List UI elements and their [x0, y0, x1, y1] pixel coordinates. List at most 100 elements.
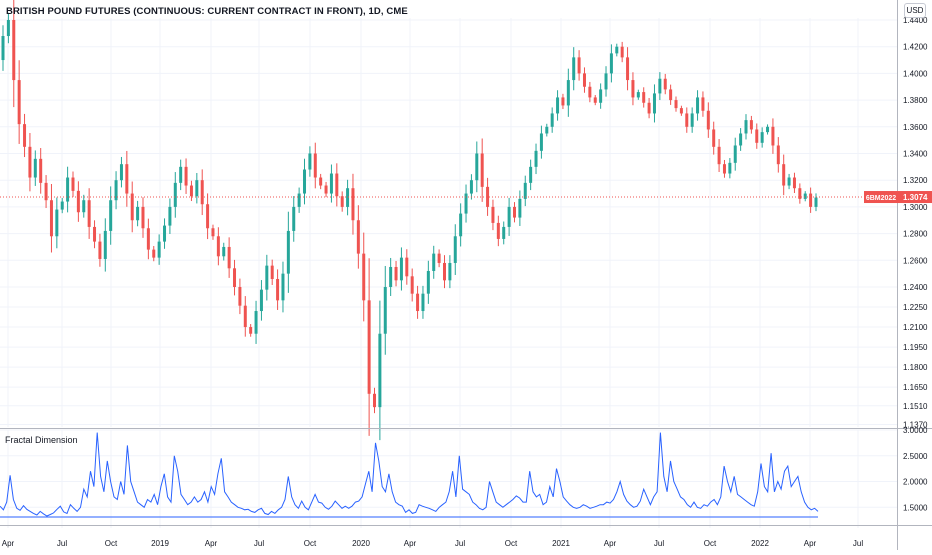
- candle: [76, 181, 80, 222]
- candle-body: [518, 198, 522, 218]
- candle-body: [432, 253, 436, 271]
- candle-body: [448, 262, 452, 281]
- price-tick-label: 1.3200: [903, 176, 928, 185]
- candle-body: [534, 150, 538, 167]
- time-tick-label: Oct: [105, 539, 118, 548]
- candle-body: [512, 206, 516, 218]
- candle: [114, 171, 118, 210]
- candle: [534, 143, 538, 175]
- candle-body: [216, 236, 220, 257]
- candle: [690, 107, 694, 133]
- candle: [647, 97, 651, 119]
- candle-body: [39, 158, 43, 183]
- candle: [286, 211, 290, 293]
- price-tick-label: 1.2400: [903, 283, 928, 292]
- currency-button[interactable]: USD: [904, 3, 926, 18]
- candle: [437, 249, 441, 268]
- candle: [512, 202, 516, 223]
- candle-body: [351, 188, 355, 221]
- candle-body: [308, 153, 312, 170]
- price-axis[interactable]: 1.4400 1.4200 1.4000 1.3800 1.3600 1.3400 1.32…: [903, 16, 928, 430]
- candle-body: [103, 230, 107, 259]
- candle: [448, 255, 452, 289]
- candle: [561, 93, 565, 110]
- candle-body: [652, 93, 656, 114]
- candle-body: [249, 327, 253, 334]
- candle: [324, 181, 328, 198]
- candle: [238, 278, 242, 315]
- candle-body: [760, 132, 764, 143]
- candle: [200, 169, 204, 216]
- candle-body: [442, 262, 446, 281]
- candle: [216, 227, 220, 266]
- candle: [599, 83, 603, 109]
- indicator-axis[interactable]: 3.0000 2.5000 2.0000 1.5000: [903, 426, 928, 512]
- candle: [109, 186, 113, 245]
- price-tick-label: 1.3600: [903, 123, 928, 132]
- candle-body: [292, 206, 296, 231]
- candle: [523, 175, 527, 207]
- candle-body: [152, 249, 156, 258]
- candle-body: [814, 197, 818, 207]
- candle: [270, 259, 274, 285]
- candle-body: [620, 46, 624, 58]
- candle-body: [319, 177, 323, 186]
- candle: [529, 159, 533, 191]
- candle-body: [782, 164, 786, 186]
- price-tick-label: 1.2100: [903, 323, 928, 332]
- candle-body: [286, 230, 290, 274]
- candle-body: [243, 305, 247, 328]
- candle: [663, 73, 667, 95]
- candle-body: [405, 257, 409, 277]
- candle: [351, 173, 355, 235]
- candle: [93, 220, 97, 249]
- candle-body: [329, 173, 333, 194]
- candle: [755, 123, 759, 149]
- time-tick-label: 2019: [151, 539, 169, 548]
- candle-body: [394, 266, 398, 281]
- candle: [356, 205, 360, 269]
- candle-body: [496, 222, 500, 239]
- candle-body: [238, 286, 242, 306]
- time-tick-label: 2020: [352, 539, 370, 548]
- candle-body: [1, 36, 5, 61]
- candle-body: [44, 182, 48, 201]
- candle: [706, 102, 710, 138]
- price-tick-label: 1.2250: [903, 303, 928, 312]
- candle-body: [389, 266, 393, 287]
- candle: [292, 196, 296, 242]
- candle-body: [749, 120, 753, 130]
- candle-body: [66, 177, 70, 202]
- candle: [141, 197, 145, 238]
- time-axis[interactable]: Apr Jul Oct 2019 Apr Jul Oct 2020 Apr Jul Oct 2021 A…: [2, 539, 864, 548]
- candle: [1, 25, 5, 71]
- candle-body: [136, 206, 140, 221]
- candle-body: [206, 204, 210, 229]
- price-tick-label: 1.2800: [903, 230, 928, 239]
- candle-body: [669, 89, 673, 101]
- symbol-tag-label: 6BM2022: [866, 195, 896, 202]
- candle: [383, 265, 387, 355]
- candle-body: [507, 206, 511, 227]
- candle-body: [771, 126, 775, 146]
- candle-body: [254, 311, 258, 334]
- candle: [792, 172, 796, 194]
- candle: [163, 218, 167, 249]
- candle-body: [416, 293, 420, 312]
- time-tick-label: 2022: [751, 539, 769, 548]
- candle: [459, 203, 463, 247]
- candle: [222, 242, 226, 261]
- candle: [303, 158, 307, 205]
- candle: [776, 137, 780, 173]
- candle: [550, 107, 554, 133]
- candle: [739, 128, 743, 151]
- candle: [259, 280, 263, 321]
- candle: [389, 257, 393, 297]
- candle-body: [98, 241, 102, 259]
- candle: [502, 221, 506, 245]
- candle: [168, 198, 172, 234]
- candle: [453, 224, 457, 275]
- candle: [346, 179, 350, 216]
- time-tick-label: Apr: [404, 539, 417, 548]
